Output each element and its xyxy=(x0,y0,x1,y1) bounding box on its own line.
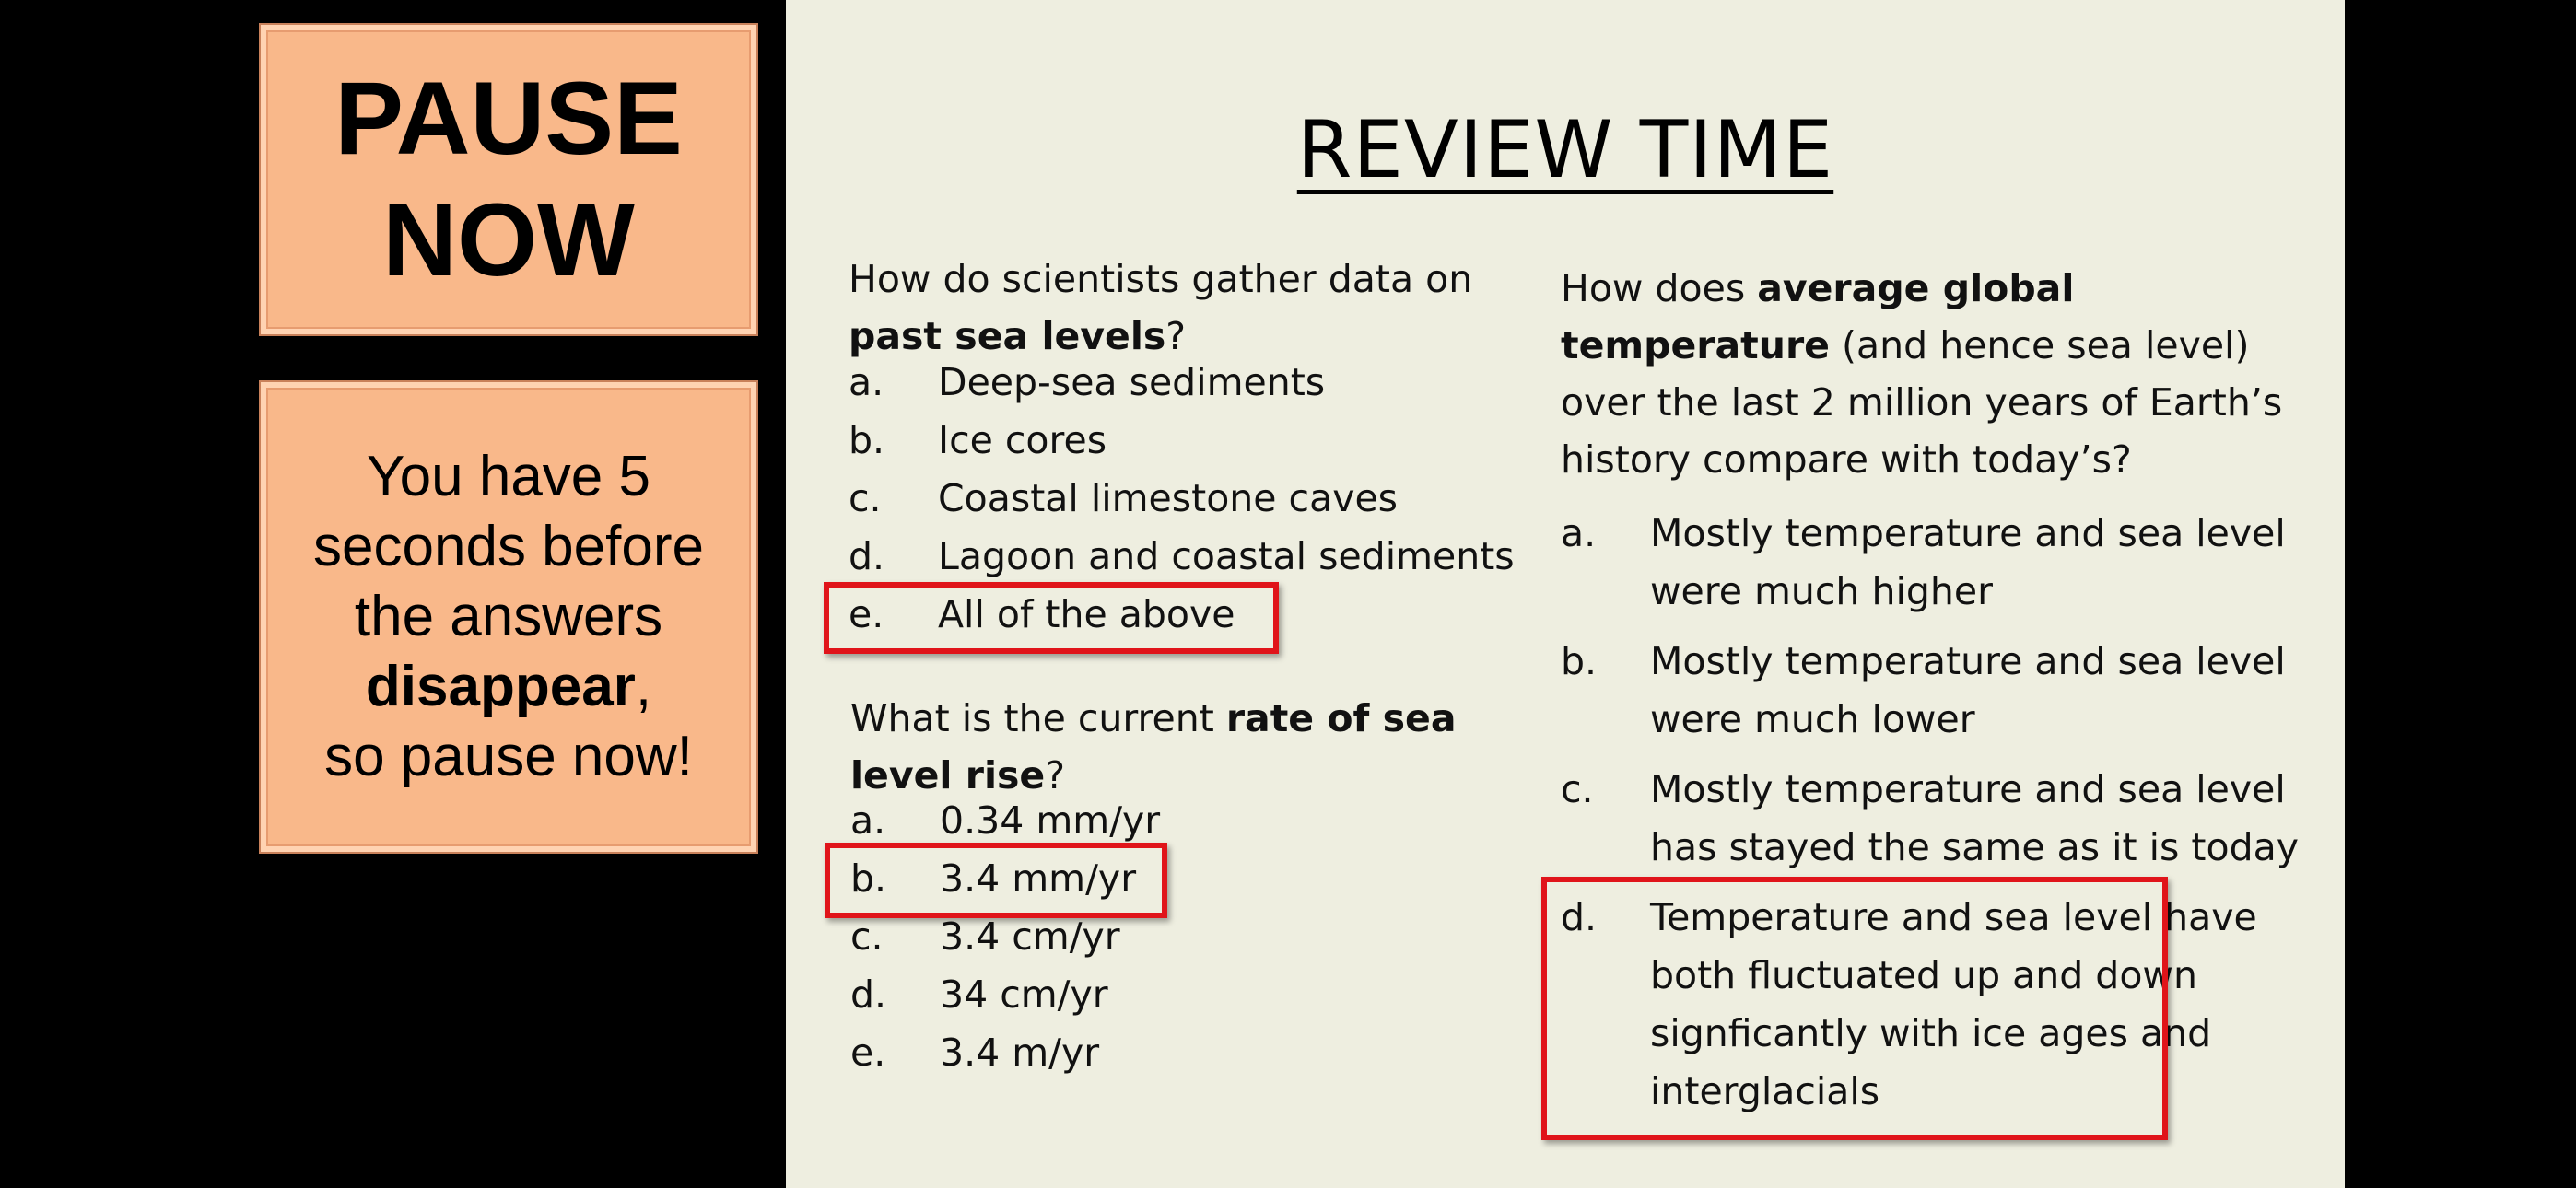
pause-notice-sign: You have 5 seconds before the answers di… xyxy=(259,380,758,854)
notice-line-3: the answers xyxy=(354,585,663,648)
notice-line-5: so pause now! xyxy=(324,725,693,788)
q3-option-d: d. Temperature and sea level have both fl… xyxy=(1561,895,2257,1113)
q1-option-e: e. All of the above xyxy=(849,592,1235,636)
question-2-text: What is the current rate of sea level ri… xyxy=(850,696,1457,798)
pause-sign-line-1: PAUSE xyxy=(334,61,683,176)
notice-bold-word: disappear xyxy=(365,655,636,718)
q1-option-c: c. Coastal limestone caves xyxy=(849,476,1399,520)
notice-comma: , xyxy=(635,655,652,718)
q3-option-b: b. Mostly temperature and sea level were … xyxy=(1561,639,2286,741)
notice-line-4: disappear, xyxy=(366,652,651,722)
question-3-keyword: average global temperature xyxy=(1561,266,2075,367)
pause-now-sign: PAUSE NOW xyxy=(259,23,758,336)
question-1-text: How do scientists gather data on past se… xyxy=(849,257,1473,358)
question-1-options: a. Deep-sea sediments b. Ice cores c. Coast… xyxy=(849,354,1515,644)
q3-option-c: c. Mostly temperature and sea level has s… xyxy=(1561,767,2299,869)
notice-line-1: You have 5 xyxy=(366,445,650,508)
review-slide: REVIEW TIME How do scientists gather dat… xyxy=(786,0,2345,1188)
q2-answer-highlight xyxy=(825,843,1167,918)
q2-option-e: e. 3.4 m/yr xyxy=(850,1031,1100,1075)
q3-option-a: a. Mostly temperature and sea level were … xyxy=(1561,511,2286,613)
q2-option-a: a. 0.34 mm/yr xyxy=(850,798,1161,843)
question-2-keyword: rate of sea level rise xyxy=(850,696,1457,798)
pause-sign-line-2: NOW xyxy=(382,182,635,297)
q1-option-a: a. Deep-sea sediments xyxy=(849,360,1326,404)
q2-option-c: c. 3.4 cm/yr xyxy=(850,914,1120,959)
q2-option-b: b. 3.4 mm/yr xyxy=(850,856,1137,901)
question-1-keyword: past sea levels xyxy=(849,314,1166,358)
q3-answer-highlight xyxy=(1541,877,2168,1140)
notice-line-2: seconds before xyxy=(313,515,704,578)
slide-title: REVIEW TIME xyxy=(1296,104,1834,196)
q1-answer-highlight xyxy=(824,582,1279,654)
question-2-options: a. 0.34 mm/yr b. 3.4 mm/yr c. 3.4 cm/yr d. 3… xyxy=(850,792,1160,1082)
question-3-text: How does average global temperature (and… xyxy=(1561,266,2283,482)
q1-option-b: b. Ice cores xyxy=(849,418,1107,462)
q2-option-d: d. 34 cm/yr xyxy=(850,973,1108,1017)
q1-option-d: d. Lagoon and coastal sediments xyxy=(849,534,1515,578)
question-3-options: a. Mostly temperature and sea level were … xyxy=(1561,505,2332,1133)
